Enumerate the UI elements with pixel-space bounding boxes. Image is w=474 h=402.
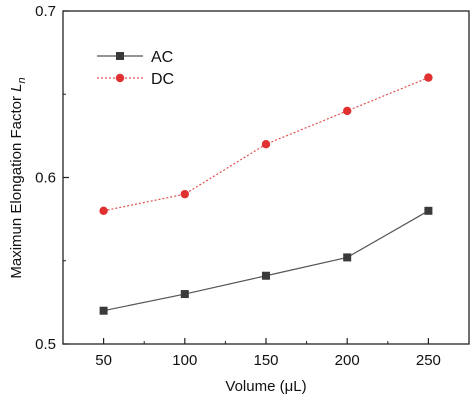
series-dc-point bbox=[424, 73, 433, 82]
series-ac-line bbox=[103, 210, 429, 312]
legend-entry-ac: AC bbox=[97, 49, 173, 66]
x-tick-label: 200 bbox=[335, 352, 360, 369]
y-tick-label: 0.7 bbox=[35, 3, 56, 20]
x-axis-title: Volume (μL) bbox=[225, 378, 306, 395]
series-ac-point bbox=[343, 253, 352, 262]
legend-entry-dc: DC bbox=[97, 71, 174, 88]
legend-dc-label: DC bbox=[151, 71, 174, 88]
x-tick-label: 50 bbox=[95, 352, 112, 369]
series-ac-point bbox=[180, 290, 189, 299]
x-axis: 50 100 150 200 250 bbox=[95, 338, 441, 369]
x-tick-label: 150 bbox=[253, 352, 278, 369]
x-tick-label: 250 bbox=[416, 352, 441, 369]
series-dc-point bbox=[180, 189, 189, 199]
series-dc-point bbox=[99, 206, 108, 215]
series-dc bbox=[99, 73, 433, 215]
series-dc-point bbox=[261, 140, 271, 149]
y-axis-title: Maximun Elongation Factor Ln bbox=[8, 77, 28, 278]
y-tick-label: 0.5 bbox=[35, 336, 56, 353]
y-axis-title-text: Maximun Elongation Factor bbox=[8, 92, 25, 279]
series-ac-point bbox=[424, 206, 433, 215]
series-ac-point bbox=[99, 306, 108, 315]
y-axis-title-subscript: n bbox=[16, 77, 28, 83]
legend-dc-marker bbox=[115, 73, 125, 83]
legend-ac-marker bbox=[116, 52, 124, 60]
legend: AC DC bbox=[97, 49, 174, 88]
y-axis: 0.5 0.6 0.7 bbox=[35, 3, 69, 353]
y-axis-title-symbol: L bbox=[8, 84, 25, 92]
x-tick-label: 100 bbox=[172, 352, 197, 369]
y-tick-label: 0.6 bbox=[35, 170, 56, 187]
series-ac bbox=[99, 206, 433, 315]
plot-area bbox=[99, 73, 433, 315]
legend-ac-label: AC bbox=[151, 49, 173, 66]
series-dc-point bbox=[343, 106, 352, 116]
plot-frame bbox=[62, 10, 470, 345]
series-ac-point bbox=[262, 271, 270, 280]
